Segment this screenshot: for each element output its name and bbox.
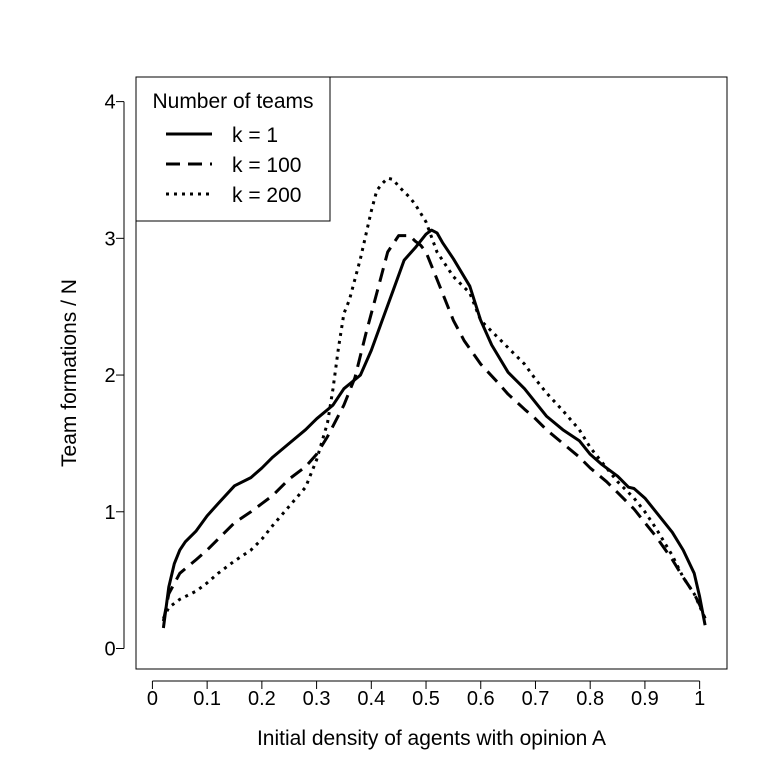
x-tick-label: 0.1 [193, 688, 221, 710]
y-axis: 0 1 2 3 4 [104, 92, 125, 660]
x-tick-label: 1 [694, 688, 705, 710]
series-line-2 [161, 234, 707, 622]
y-tick-label: 1 [104, 502, 115, 524]
y-tick-label: 2 [104, 365, 115, 387]
legend: Number of teams k = 1 k = 100 k = 200 [135, 76, 331, 222]
x-tick-label: 0.3 [303, 688, 331, 710]
legend-box [135, 76, 331, 222]
legend-label-1: k = 1 [232, 124, 278, 147]
x-tick-label: 0 [147, 688, 158, 710]
legend-items: k = 1 k = 100 k = 200 [166, 124, 301, 207]
x-tick-label: 0.4 [357, 688, 385, 710]
y-axis-title: Team formations / N [58, 279, 81, 467]
y-tick-label: 0 [104, 638, 115, 660]
plot-frame [135, 76, 728, 670]
legend-label-3: k = 200 [232, 184, 301, 207]
x-axis-title: Initial density of agents with opinion A [257, 727, 606, 750]
x-tick-label: 0.6 [467, 688, 495, 710]
x-tick-label: 0.2 [248, 688, 276, 710]
x-tick-label: 0.5 [412, 688, 440, 710]
x-tick-label: 0.7 [522, 688, 550, 710]
x-tick-label: 0.8 [576, 688, 604, 710]
legend-label-2: k = 100 [232, 154, 301, 177]
x-tick-label: 0.9 [631, 688, 659, 710]
y-tick-label: 4 [104, 92, 115, 114]
series-layer [161, 176, 707, 629]
legend-title: Number of teams [152, 90, 313, 113]
y-tick-label: 3 [104, 228, 115, 250]
series-line-3 [162, 176, 707, 620]
x-axis: 0 0.1 0.2 0.3 0.4 0.5 0.6 0.7 0.8 0.9 1 [147, 680, 705, 710]
series-line-1 [161, 228, 707, 629]
